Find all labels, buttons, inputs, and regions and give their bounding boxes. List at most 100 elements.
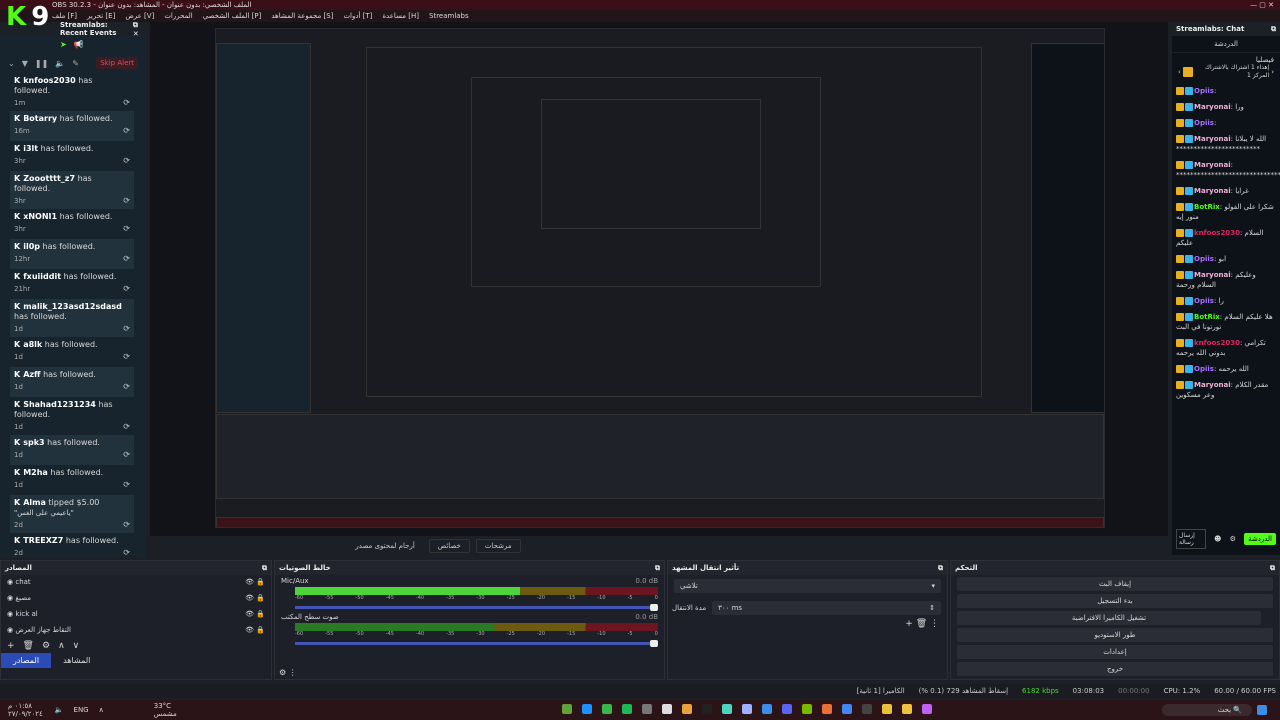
stop-streaming-button[interactable]: إيقاف البث	[957, 577, 1273, 591]
studio-mode-button[interactable]: طور الاستوديو	[957, 628, 1273, 642]
filters-button[interactable]: مرشحات	[475, 539, 521, 553]
volume-slider[interactable]	[295, 604, 658, 611]
visibility-eye-icon[interactable]: 👁	[245, 610, 255, 618]
trash-icon[interactable]: 🗑	[915, 619, 928, 629]
taskbar-app-icon[interactable]	[561, 704, 572, 714]
chat-username[interactable]: knfoos2030	[1194, 229, 1240, 237]
chevron-right-icon[interactable]: ›	[1271, 68, 1274, 76]
chevron-left-icon[interactable]: ‹	[1178, 68, 1181, 76]
search-box[interactable]: بحث 🔍	[1162, 704, 1252, 716]
replay-icon[interactable]: ⟳	[123, 98, 130, 107]
taskbar-app-icon[interactable]	[901, 704, 912, 714]
chat-username[interactable]: Maryonai	[1194, 271, 1231, 279]
lock-icon[interactable]: 🔒	[256, 610, 265, 618]
replay-icon[interactable]: ⟳	[123, 224, 130, 233]
menu-docks[interactable]: المحررات	[164, 12, 193, 20]
replay-icon[interactable]: ⟳	[123, 196, 130, 205]
chat-username[interactable]: Maryonai	[1194, 103, 1231, 111]
taskbar-app-icon[interactable]	[581, 704, 592, 714]
emoji-icon[interactable]: ☻	[1214, 535, 1222, 543]
properties-button[interactable]: خصائص	[428, 539, 470, 553]
menu-tools[interactable]: أدوات [T]	[343, 12, 373, 20]
chat-tab[interactable]: الدردشة	[1172, 36, 1280, 53]
menu-edit[interactable]: تحرير [E]	[87, 12, 116, 20]
replay-icon[interactable]: ⟳	[123, 480, 130, 489]
chat-send-button[interactable]: الدردشة	[1244, 533, 1276, 545]
window-controls[interactable]: — ▢ ✕	[1250, 1, 1274, 9]
lock-icon[interactable]: 🔒	[256, 626, 265, 634]
send-message-button[interactable]: إرسال رسالة	[1176, 529, 1206, 549]
menu-help[interactable]: مساعدة [H]	[382, 12, 419, 20]
trash-icon[interactable]: 🗑	[22, 641, 34, 651]
taskbar-app-icon[interactable]	[701, 704, 712, 714]
replay-icon[interactable]: ⟳	[123, 126, 130, 135]
taskbar-app-icon[interactable]	[601, 704, 612, 714]
replay-icon[interactable]: ⟳	[123, 254, 130, 263]
transition-select[interactable]: تلاشي ▾	[674, 579, 941, 593]
advanced-audio-gear-icon[interactable]: ⚙	[279, 668, 287, 677]
skip-alert-button[interactable]: Skip Alert	[96, 57, 138, 69]
dock-float-icon[interactable]: ⧉	[262, 563, 267, 572]
menu-dots-icon[interactable]: ⋮	[930, 619, 939, 629]
tray-chevron-icon[interactable]: ∧	[98, 706, 104, 714]
dock-float-icon[interactable]: ⧉	[938, 563, 943, 572]
chat-username[interactable]: Opiis	[1194, 297, 1214, 305]
visibility-eye-icon[interactable]: 👁	[245, 594, 255, 602]
taskbar-app-icon[interactable]	[881, 704, 892, 714]
replay-icon[interactable]: ⟳	[123, 324, 130, 333]
start-virtual-camera-button[interactable]: تشغيل الكاميرا الافتراضية	[957, 611, 1261, 625]
chat-username[interactable]: BotRix	[1194, 203, 1220, 211]
chat-username[interactable]: Maryonai	[1194, 161, 1231, 169]
start-recording-button[interactable]: بدء التسجيل	[957, 594, 1273, 608]
menu-profile[interactable]: الملف الشخصي [P]	[202, 12, 262, 20]
menu-view[interactable]: عرض [V]	[125, 12, 155, 20]
tab-scenes[interactable]: المشاهد	[63, 656, 91, 665]
taskbar-app-icon[interactable]	[721, 704, 732, 714]
mute-icon[interactable]: ✎	[72, 58, 79, 68]
replay-icon[interactable]: ⟳	[123, 284, 130, 293]
dock-float-icon[interactable]: ⧉	[1271, 24, 1276, 33]
visibility-eye-icon[interactable]: 👁	[245, 578, 255, 586]
taskbar-app-icon[interactable]	[761, 704, 772, 714]
chat-username[interactable]: Opiis	[1194, 87, 1214, 95]
add-transition-icon[interactable]: +	[905, 619, 913, 629]
chat-username[interactable]: Maryonai	[1194, 135, 1231, 143]
chat-username[interactable]: Maryonai	[1194, 187, 1231, 195]
source-item[interactable]: ◉ chat 👁 🔒	[1, 575, 271, 591]
lock-icon[interactable]: 🔒	[256, 578, 265, 586]
source-item[interactable]: ◉ التقاط جهاز العرض 👁 🔒	[1, 623, 271, 639]
add-source-icon[interactable]: +	[7, 641, 15, 651]
dock-float-close-icon[interactable]: ⧉ ✕	[132, 20, 139, 38]
taskbar-app-icon[interactable]	[641, 704, 652, 714]
send-icon[interactable]: ➤	[60, 40, 67, 49]
replay-icon[interactable]: ⟳	[123, 382, 130, 391]
replay-icon[interactable]: ⟳	[123, 422, 130, 431]
exit-button[interactable]: خروج	[957, 662, 1273, 676]
chat-username[interactable]: Opiis	[1194, 119, 1214, 127]
windows-start-icon[interactable]	[1257, 705, 1267, 715]
volume-slider[interactable]	[295, 640, 658, 647]
menu-file[interactable]: ملف [F]	[52, 12, 78, 20]
taskbar-app-icon[interactable]	[921, 704, 932, 714]
taskbar-app-icon[interactable]	[841, 704, 852, 714]
language-indicator[interactable]: ENG	[73, 706, 89, 714]
settings-gear-icon[interactable]: ⚙	[1229, 535, 1236, 543]
menu-streamlabs[interactable]: Streamlabs	[429, 12, 469, 20]
move-down-icon[interactable]: ∨	[72, 641, 80, 651]
taskbar-app-icon[interactable]	[821, 704, 832, 714]
megaphone-icon[interactable]: 📢	[73, 40, 84, 49]
taskbar-app-icon[interactable]	[781, 704, 792, 714]
replay-icon[interactable]: ⟳	[123, 156, 130, 165]
weather-widget[interactable]: 33°C مشمس	[153, 702, 177, 718]
lock-icon[interactable]: 🔒	[256, 594, 265, 602]
dock-float-icon[interactable]: ⧉	[655, 563, 660, 572]
volume-icon[interactable]: 🔈	[54, 706, 64, 714]
replay-icon[interactable]: ⟳	[123, 352, 130, 361]
chat-username[interactable]: Opiis	[1194, 365, 1214, 373]
taskbar-app-icon[interactable]	[741, 704, 752, 714]
taskbar-app-icon[interactable]	[661, 704, 672, 714]
replay-icon[interactable]: ⟳	[123, 450, 130, 459]
clock[interactable]: ٠١:٥٨ م ٢٧/٠٩/٢٠٢٤	[8, 702, 43, 718]
chat-username[interactable]: BotRix	[1194, 313, 1220, 321]
program-preview[interactable]	[215, 28, 1105, 528]
